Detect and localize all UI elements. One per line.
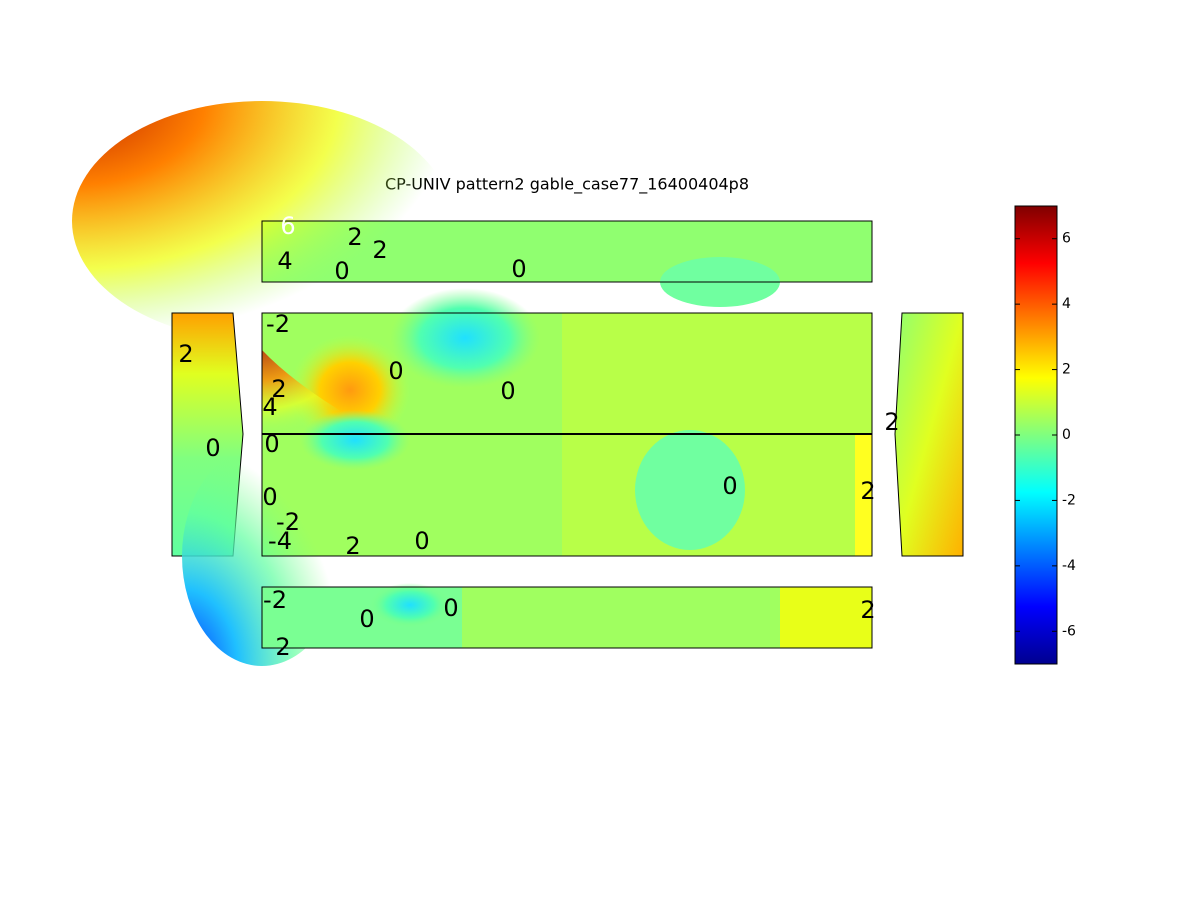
right-wall <box>894 312 964 557</box>
contour-label: 0 <box>264 430 279 458</box>
contour-label: 2 <box>271 375 286 403</box>
contour-label: 0 <box>414 527 429 555</box>
contour-label: 0 <box>205 434 220 462</box>
contour-label: 2 <box>345 532 360 560</box>
contour-label: 2 <box>178 340 193 368</box>
roof-panel <box>72 101 873 341</box>
chart-title: CP-UNIV pattern2 gable_case77_16400404p8 <box>385 175 749 195</box>
contour-label: 0 <box>359 605 374 633</box>
contour-label: 2 <box>860 477 875 505</box>
contour-label: 2 <box>860 596 875 624</box>
contour-label: 2 <box>372 236 387 264</box>
contour-label: -4 <box>268 527 292 555</box>
colorbar-tick-label: 0 <box>1062 427 1071 443</box>
floor-panel <box>261 583 873 649</box>
contour-label: 4 <box>277 247 292 275</box>
contour-label: -2 <box>276 508 300 536</box>
colorbar <box>1014 205 1058 665</box>
colorbar-tick-label: 4 <box>1062 296 1071 312</box>
colorbar-tick-label: -4 <box>1062 558 1076 574</box>
contour-label: 6 <box>280 212 295 240</box>
colorbar-tick-label: -2 <box>1062 492 1076 508</box>
colorbar-tick-label: -6 <box>1062 623 1076 639</box>
colorbar-tick-label: 6 <box>1062 231 1071 247</box>
contour-label: 0 <box>511 255 526 283</box>
contour-label: 2 <box>884 408 899 436</box>
contour-label: 4 <box>262 393 277 421</box>
contour-label: 0 <box>334 257 349 285</box>
contour-label: 0 <box>388 357 403 385</box>
contour-label: 2 <box>347 223 362 251</box>
contour-label: -2 <box>263 586 287 614</box>
colorbar-tick-label: 2 <box>1062 362 1071 378</box>
contour-label: 0 <box>262 483 277 511</box>
contour-label: 0 <box>500 377 515 405</box>
contour-label: -2 <box>266 310 290 338</box>
contour-label: 0 <box>722 472 737 500</box>
contour-label: 0 <box>443 594 458 622</box>
main-wall <box>182 288 873 666</box>
contour-label: 2 <box>275 633 290 661</box>
